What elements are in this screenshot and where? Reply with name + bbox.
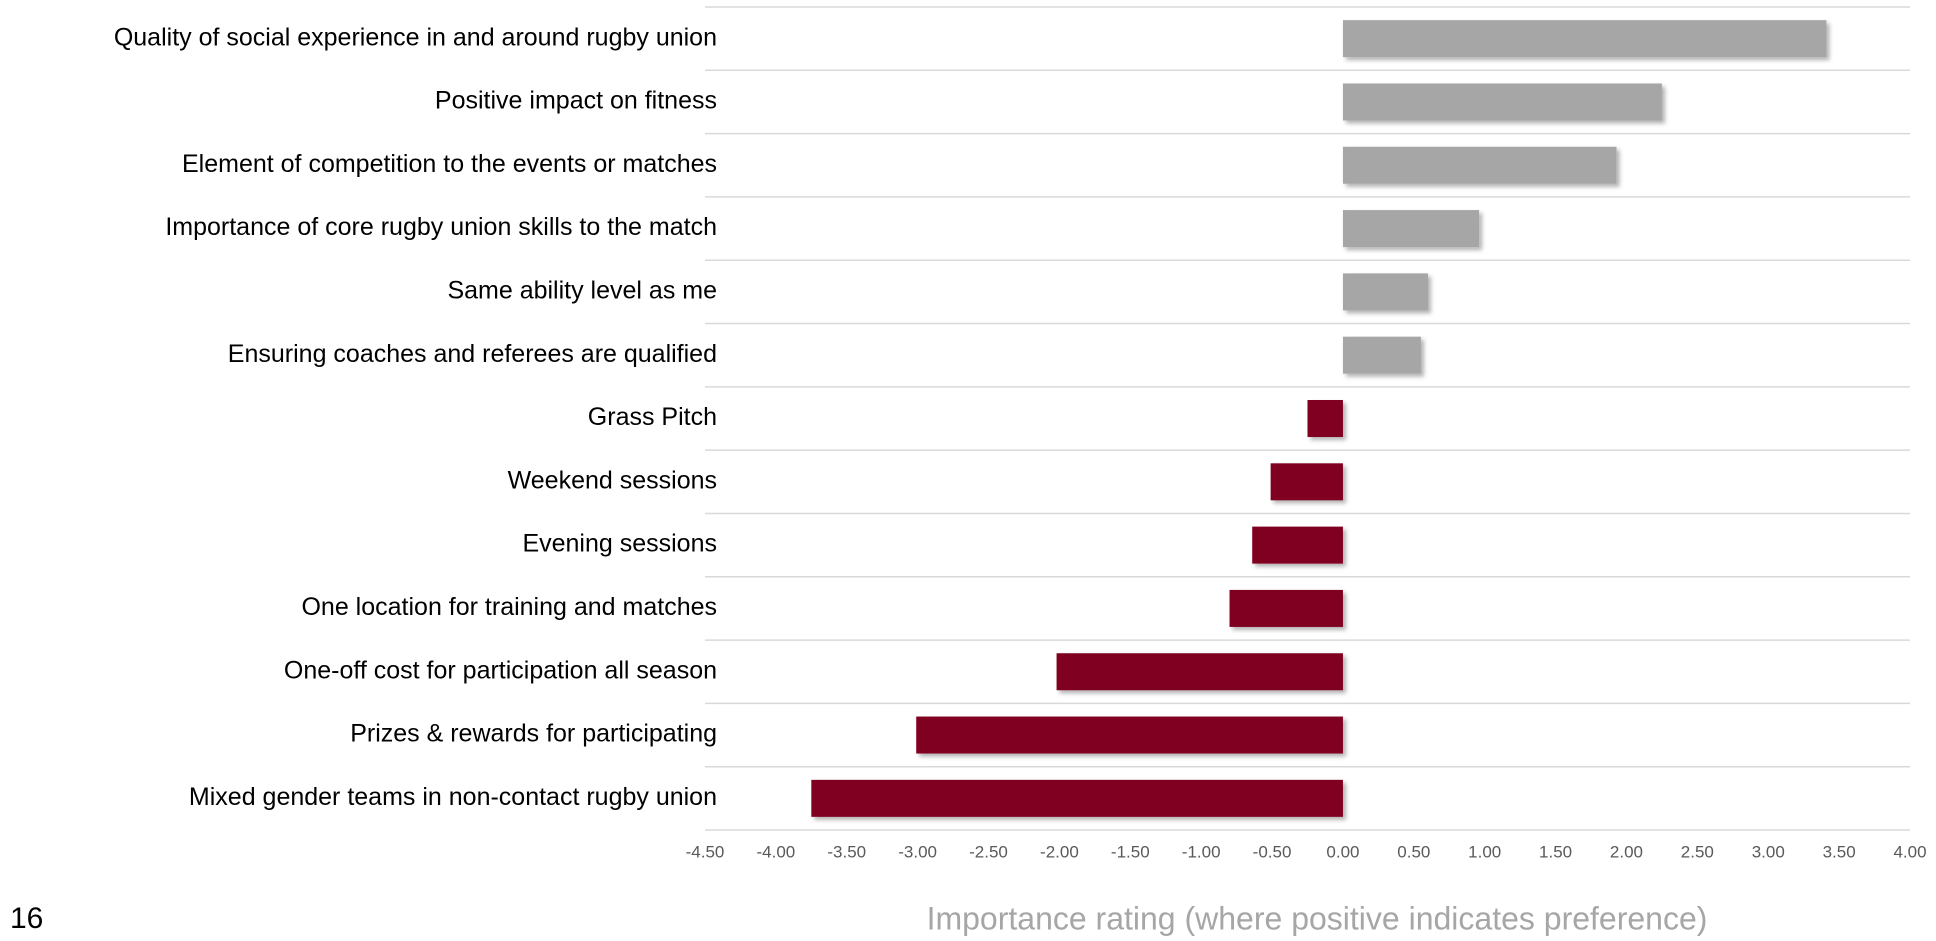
x-tick-label: 0.00 bbox=[1326, 842, 1359, 861]
category-label: Mixed gender teams in non-contact rugby … bbox=[189, 783, 717, 811]
category-label: Quality of social experience in and arou… bbox=[114, 23, 717, 51]
page-number: 16 bbox=[10, 902, 43, 935]
category-label: Prizes & rewards for participating bbox=[350, 720, 717, 748]
x-tick-label: -4.00 bbox=[757, 842, 796, 861]
x-tick-label: 1.50 bbox=[1539, 842, 1572, 861]
bar bbox=[1342, 336, 1421, 374]
bar bbox=[1342, 83, 1662, 121]
category-label: Evening sessions bbox=[522, 530, 717, 558]
bar bbox=[1342, 146, 1617, 184]
x-tick-label: 2.00 bbox=[1610, 842, 1643, 861]
bar bbox=[1342, 273, 1428, 311]
category-label: Importance of core rugby union skills to… bbox=[165, 213, 717, 241]
x-tick-label: -4.50 bbox=[686, 842, 725, 861]
category-label: Grass Pitch bbox=[588, 403, 717, 431]
category-label: Same ability level as me bbox=[447, 276, 717, 304]
category-label: Element of competition to the events or … bbox=[182, 150, 717, 178]
bar bbox=[1056, 653, 1343, 691]
x-axis-label: Importance rating (where positive indica… bbox=[927, 900, 1708, 936]
x-tick-label: -3.00 bbox=[898, 842, 937, 861]
x-tick-label: 3.00 bbox=[1752, 842, 1785, 861]
bar bbox=[916, 716, 1343, 754]
x-tick-label: 3.50 bbox=[1823, 842, 1856, 861]
x-tick-label: -1.00 bbox=[1182, 842, 1221, 861]
x-tick-label: 4.00 bbox=[1893, 842, 1926, 861]
category-label: Ensuring coaches and referees are qualif… bbox=[228, 340, 717, 368]
x-tick-label: -3.50 bbox=[827, 842, 866, 861]
bar bbox=[1229, 589, 1343, 627]
bar bbox=[1342, 20, 1827, 58]
bar bbox=[1307, 400, 1343, 437]
x-tick-label: -0.50 bbox=[1253, 842, 1292, 861]
bar bbox=[811, 779, 1343, 817]
x-tick-label: 2.50 bbox=[1681, 842, 1714, 861]
bar bbox=[1270, 463, 1343, 501]
category-label: Positive impact on fitness bbox=[435, 87, 717, 115]
x-tick-label: 1.00 bbox=[1468, 842, 1501, 861]
category-label: One-off cost for participation all seaso… bbox=[284, 656, 717, 684]
x-tick-label: -1.50 bbox=[1111, 842, 1150, 861]
x-tick-label: -2.50 bbox=[969, 842, 1008, 861]
bar bbox=[1342, 210, 1480, 248]
category-label: Weekend sessions bbox=[508, 466, 717, 494]
x-tick-label: 0.50 bbox=[1397, 842, 1430, 861]
x-tick-label: -2.00 bbox=[1040, 842, 1079, 861]
bar bbox=[1252, 526, 1343, 564]
category-label: One location for training and matches bbox=[301, 593, 717, 621]
